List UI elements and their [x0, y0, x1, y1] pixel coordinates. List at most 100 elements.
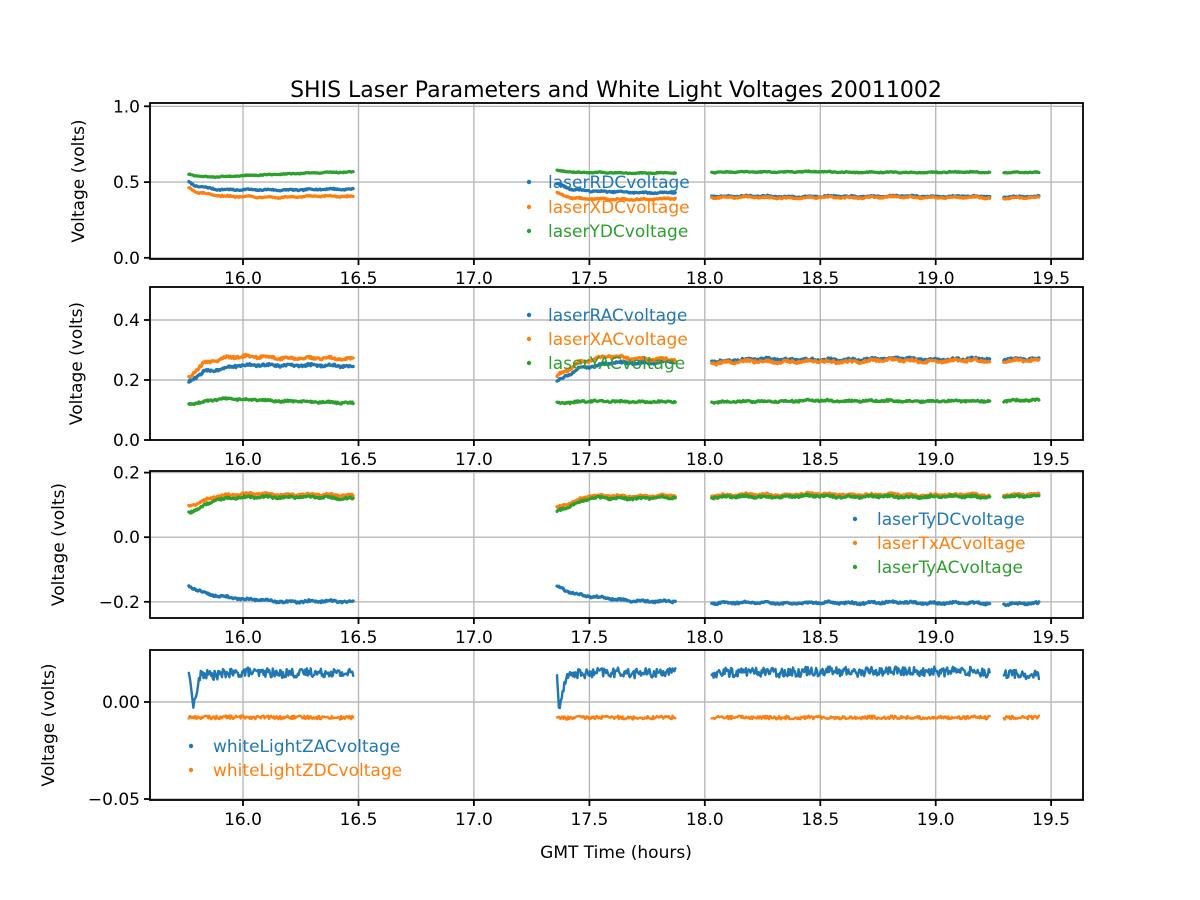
legend: laserTyDCvoltage laserTxACvoltage laserTyA… — [852, 510, 1026, 578]
legend-marker-icon — [852, 516, 858, 522]
series-whiteLightZACvoltage — [1002, 668, 1041, 681]
y-tick-label: 0.2 — [113, 371, 140, 391]
series-laserTyDCvoltage — [187, 584, 355, 605]
series-laserXACvoltage — [710, 356, 992, 367]
series-laserXDCvoltage — [710, 194, 992, 201]
legend-entry: laserRACvoltage — [526, 306, 687, 326]
series-laserRDCvoltage — [555, 182, 677, 196]
series-whiteLightZACvoltage — [555, 666, 677, 710]
x-tick-label: 16.0 — [224, 269, 262, 289]
series-laserTyDCvoltage — [555, 584, 677, 605]
legend-entry: whiteLightZDCvoltage — [188, 761, 402, 781]
subplot-2: 16.0 16.5 17.0 17.5 18.0 18.5 19.0 19.5 0.0 0.2 0.… — [67, 286, 1084, 470]
legend-marker-icon — [188, 767, 194, 773]
legend-marker-icon — [188, 743, 194, 749]
x-tick-label: 17.5 — [570, 450, 608, 470]
series-whiteLightZACvoltage — [187, 666, 355, 709]
series-laserTyACvoltage — [555, 494, 677, 513]
y-tick-label: 0.0 — [113, 249, 140, 269]
chart-title: SHIS Laser Parameters and White Light Vo… — [290, 78, 942, 103]
x-tick-label: 17.0 — [455, 450, 493, 470]
x-tick-label: 18.0 — [686, 269, 724, 289]
x-tick-label: 16.5 — [340, 810, 378, 830]
series-laserYACvoltage — [1002, 397, 1041, 404]
x-tick-label: 18.5 — [801, 450, 839, 470]
legend-label: laserTyDCvoltage — [877, 510, 1025, 530]
series-whiteLightZDCvoltage — [187, 714, 355, 721]
legend: whiteLightZACvoltage whiteLightZDCvoltage — [188, 737, 402, 781]
x-tick-label: 17.5 — [570, 269, 608, 289]
legend-entry: whiteLightZACvoltage — [188, 737, 400, 757]
x-tick-label: 19.5 — [1032, 450, 1070, 470]
legend: laserRDCvoltage laserXDCvoltage laserYDCvo… — [526, 173, 690, 242]
y-tick-label: −0.2 — [99, 593, 140, 613]
series-laserYDCvoltage — [1002, 170, 1041, 175]
y-tick-label: 0.5 — [113, 173, 140, 193]
legend-entry: laserXACvoltage — [526, 330, 688, 350]
axes-frame — [149, 470, 1084, 619]
legend-label: whiteLightZACvoltage — [213, 737, 400, 757]
series-laserXDCvoltage — [187, 186, 355, 200]
legend-marker-icon — [526, 312, 532, 318]
legend: laserRACvoltage laserXACvoltage laserYACvo… — [526, 306, 688, 374]
series-laserXDCvoltage — [555, 190, 677, 202]
axes-frame — [149, 286, 1084, 441]
axes-frame — [149, 102, 1084, 260]
legend-entry: laserTxACvoltage — [852, 534, 1026, 554]
series-laserYACvoltage — [710, 397, 992, 405]
series-laserTyACvoltage — [710, 492, 992, 501]
series-laserYDCvoltage — [187, 169, 355, 179]
x-tick-label: 19.0 — [917, 450, 955, 470]
x-tick-label: 17.5 — [570, 628, 608, 648]
legend-label: laserRACvoltage — [548, 306, 687, 326]
x-axis-title: GMT Time (hours) — [540, 843, 692, 863]
y-tick-label: 0.2 — [113, 464, 140, 484]
series-laserTyACvoltage — [1002, 493, 1041, 500]
x-tick-label: 16.0 — [224, 628, 262, 648]
legend-marker-icon — [526, 204, 532, 210]
series-laserXACvoltage — [187, 352, 355, 379]
series-laserTyDCvoltage — [1002, 600, 1041, 608]
series-laserYDCvoltage — [710, 169, 992, 175]
series-laserRDCvoltage — [187, 179, 355, 193]
y-tick-label: 0.4 — [113, 311, 140, 331]
legend-marker-icon — [852, 564, 858, 570]
x-tick-label: 18.5 — [801, 269, 839, 289]
x-tick-label: 18.0 — [686, 810, 724, 830]
legend-entry: laserTyACvoltage — [852, 558, 1023, 578]
x-tick-label: 18.0 — [686, 450, 724, 470]
x-tick-label: 16.0 — [224, 810, 262, 830]
legend-entry: laserXDCvoltage — [526, 198, 690, 218]
series-whiteLightZDCvoltage — [555, 714, 677, 721]
y-tick-label: 0.00 — [102, 693, 140, 713]
series-laserTyDCvoltage — [710, 599, 992, 607]
legend-label: laserTyACvoltage — [877, 558, 1023, 578]
series-laserXACvoltage — [555, 353, 677, 379]
y-axis-label: Voltage (volts) — [39, 663, 59, 786]
legend-label: laserYACvoltage — [548, 354, 685, 374]
x-tick-label: 18.0 — [686, 628, 724, 648]
legend-marker-icon — [526, 179, 532, 185]
legend-entry: laserTyDCvoltage — [852, 510, 1025, 530]
x-tick-label: 17.0 — [455, 628, 493, 648]
x-tick-label: 17.5 — [570, 810, 608, 830]
series-laserYACvoltage — [187, 396, 355, 407]
subplot-1: 16.0 16.5 17.0 17.5 18.0 18.5 19.0 19.5 0.0 0.5 1.… — [69, 97, 1084, 289]
legend-entry: laserYACvoltage — [526, 354, 685, 374]
x-tick-label: 18.5 — [801, 810, 839, 830]
legend-entry: laserRDCvoltage — [526, 173, 690, 193]
legend-label: whiteLightZDCvoltage — [213, 761, 402, 781]
x-tick-label: 16.5 — [340, 269, 378, 289]
legend-label: laserRDCvoltage — [548, 173, 690, 193]
axes-frame — [149, 649, 1084, 801]
series-whiteLightZDCvoltage — [710, 714, 991, 721]
series-laserRACvoltage — [187, 361, 355, 384]
legend-marker-icon — [526, 228, 532, 234]
x-tick-label: 19.0 — [917, 810, 955, 830]
x-tick-label: 19.5 — [1032, 269, 1070, 289]
subplot-3: 16.0 16.5 17.0 17.5 18.0 18.5 19.0 19.5 −0.2 0.0 0… — [49, 464, 1084, 648]
x-tick-label: 17.0 — [455, 810, 493, 830]
series-laserYACvoltage — [555, 398, 677, 406]
